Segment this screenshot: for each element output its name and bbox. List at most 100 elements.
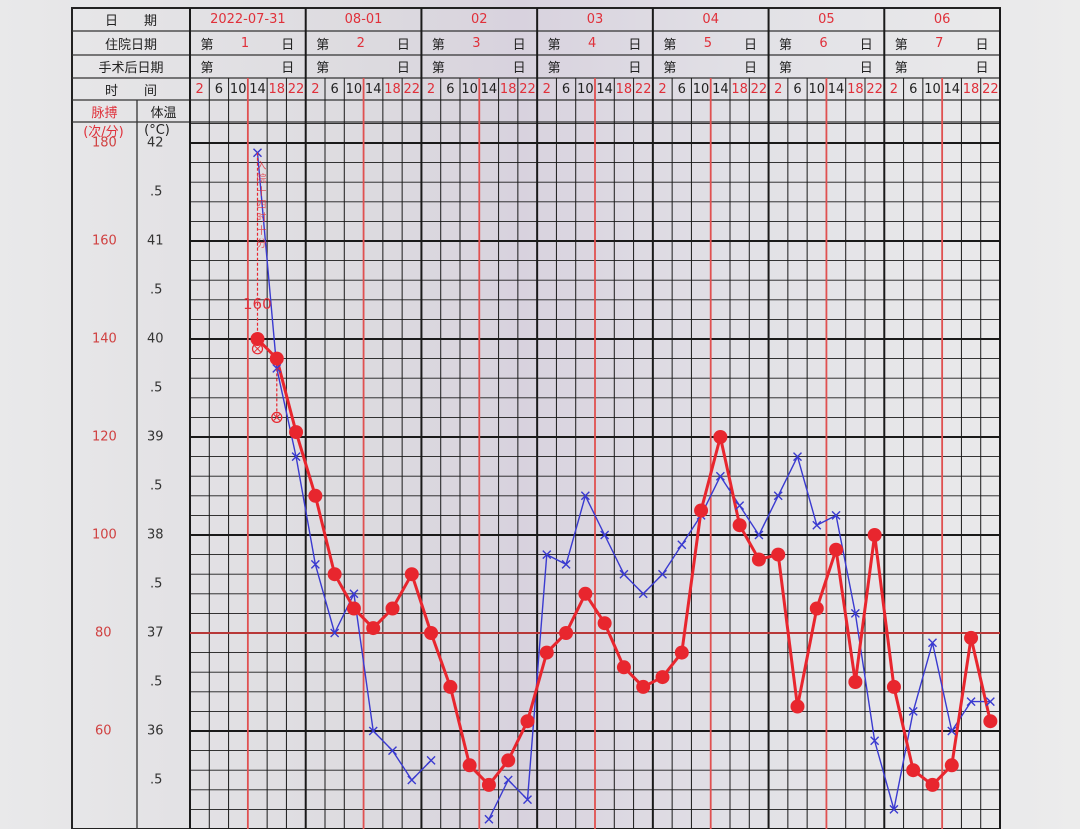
pulse-point: [424, 626, 439, 640]
time-slot-label: 22: [982, 81, 999, 97]
temperature-line: [488, 779, 509, 820]
admission-day-number: 4: [588, 35, 597, 51]
time-slot-label: 22: [287, 81, 305, 97]
temperature-line: [777, 456, 799, 497]
temperature-point: [638, 589, 648, 599]
pulse-tick-label: 120: [92, 429, 117, 445]
admission-day-prefix: 第: [894, 37, 908, 53]
pulse-point: [790, 699, 805, 714]
temp-tick-label: 41: [147, 233, 164, 249]
pulse-point: [636, 679, 651, 694]
pulse-point: [327, 567, 342, 582]
pulse-point: [925, 777, 940, 792]
time-slot-label: 2: [426, 81, 436, 97]
temperature-point: [484, 814, 494, 824]
pulse-point: [886, 679, 901, 694]
temperature-line: [681, 515, 702, 546]
temperature-line: [276, 368, 297, 457]
temperature-point: [677, 540, 687, 550]
temperature-point: [754, 530, 764, 540]
date-cell: 02: [471, 12, 488, 27]
time-slot-label: 22: [519, 81, 536, 97]
time-slot-label: 14: [712, 81, 729, 97]
pulse-point: [346, 601, 361, 616]
date-cell: 2022-07-31: [210, 12, 286, 27]
temperature-line: [758, 495, 779, 536]
temp-tick-label: .5: [150, 576, 163, 592]
temperature-point: [735, 501, 745, 511]
row-label-time: 时 间: [104, 83, 157, 99]
post-op-day-suffix: 日: [975, 61, 989, 76]
pulse-point: [289, 425, 304, 440]
pulse-line: [776, 554, 799, 707]
time-slot-label: 14: [249, 81, 266, 97]
date-cell: 06: [933, 12, 951, 27]
pulse-point: [250, 332, 265, 346]
pulse-line: [969, 637, 992, 722]
temperature-point: [928, 638, 937, 648]
temperature-point: [368, 726, 378, 736]
time-slot-label: 10: [924, 81, 941, 97]
temperature-point: [773, 491, 783, 501]
temp-tick-label: 36: [147, 723, 164, 739]
admission-day-number: 2: [356, 35, 365, 51]
pulse-point: [308, 488, 323, 503]
date-cell: 08-01: [344, 12, 383, 27]
temperature-point: [908, 706, 918, 716]
pulse-point: [983, 714, 998, 729]
temp-tick-label: 40: [147, 331, 164, 347]
time-slot-label: 2: [658, 81, 667, 97]
pulse-point: [443, 679, 458, 694]
pulse-point: [404, 567, 419, 582]
time-slot-label: 2: [542, 81, 551, 97]
pulse-line: [950, 637, 973, 766]
pulse-point: [829, 542, 844, 557]
temperature-point: [310, 559, 320, 569]
pulse-point: [771, 547, 786, 562]
post-op-day-prefix: 第: [316, 61, 330, 76]
pulse-tick-label: 100: [92, 527, 117, 543]
temperature-line: [256, 152, 278, 369]
temperature-point: [966, 697, 976, 707]
temperature-line: [873, 740, 895, 810]
temperature-point: [426, 755, 436, 765]
pulse-point: [944, 758, 959, 773]
admission-day-number: 1: [240, 35, 250, 51]
sheet-border: [71, 7, 1001, 829]
pulse-point: [578, 586, 593, 601]
admission-day-number: 6: [819, 35, 828, 51]
temperature-line: [816, 514, 837, 526]
pulse-point: [713, 430, 728, 444]
pulse-line: [718, 436, 742, 526]
pulse-line: [853, 534, 877, 683]
time-slot-label: 10: [461, 81, 478, 97]
post-op-day-prefix: 第: [431, 61, 445, 76]
temp-tick-label: .5: [150, 380, 163, 396]
admission-day-suffix: 日: [281, 37, 295, 53]
temperature-line: [912, 642, 934, 712]
post-op-day-suffix: 日: [512, 61, 526, 76]
temperature-line: [353, 593, 374, 732]
pulse-point: [481, 777, 496, 792]
temperature-line: [796, 456, 818, 526]
time-slot-label: 6: [677, 81, 686, 97]
admission-day-number: 7: [935, 35, 944, 51]
time-slot-label: 14: [596, 81, 613, 97]
time-slot-label: 6: [561, 81, 571, 97]
time-slot-label: 18: [731, 81, 748, 97]
pulse-point: [269, 351, 284, 366]
temperature-line: [661, 544, 683, 575]
pulse-line: [564, 593, 587, 634]
time-slot-label: 14: [364, 81, 382, 97]
admission-day-prefix: 第: [779, 37, 793, 53]
pulse-point: [655, 670, 670, 685]
temperature-point: [793, 452, 802, 462]
temperature-point: [850, 608, 860, 618]
temp-tick-label: .5: [150, 282, 163, 298]
temperature-point: [349, 589, 359, 599]
row-label-post-op-day: 手术后日期: [98, 61, 164, 76]
time-slot-label: 6: [330, 81, 339, 97]
pulse-line: [873, 534, 896, 688]
